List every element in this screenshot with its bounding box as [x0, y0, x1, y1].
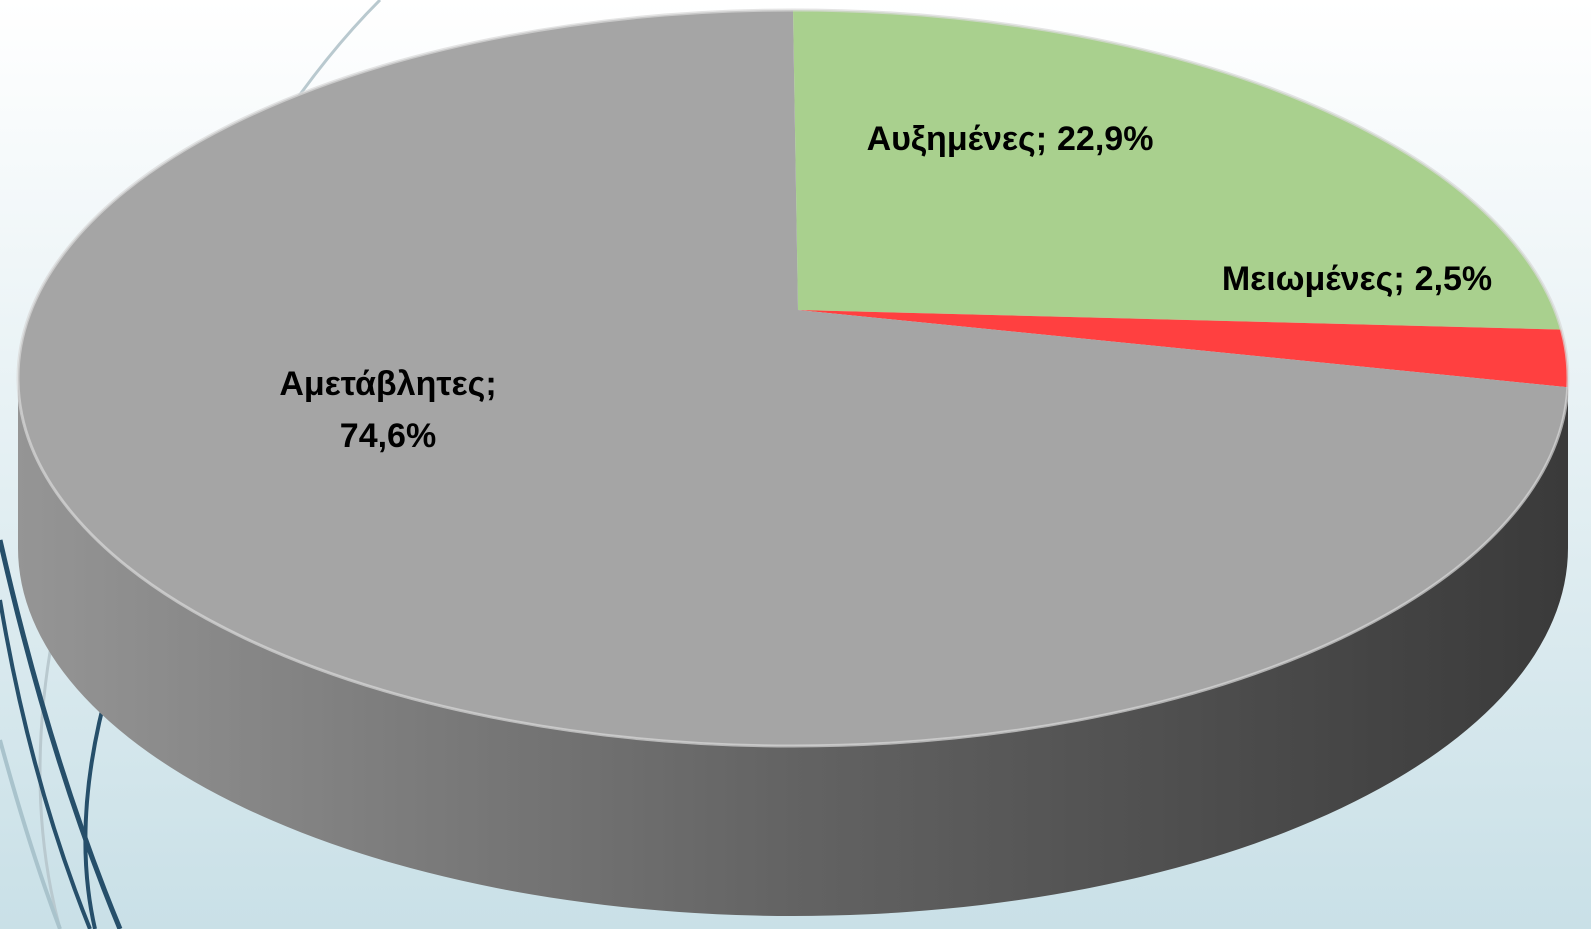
data-label: Μειωμένες; 2,5% — [1222, 260, 1492, 298]
pie-rim — [16, 8, 1570, 748]
labels: Αυξημένες; 22,9% Μειωμένες; 2,5% Αμετάβλητες… — [279, 120, 1492, 455]
value-label: 22,9% — [1057, 120, 1153, 158]
pie-slice — [798, 310, 1568, 388]
data-label: Αμετάβλητες; 74,6% — [279, 365, 496, 455]
data-label: Αυξημένες; 22,9% — [867, 120, 1154, 158]
label-separator: ; — [1393, 260, 1404, 298]
value-label: 74,6% — [340, 417, 436, 455]
value-label: 2,5% — [1415, 260, 1493, 298]
category-name: Μειωμένες — [1222, 260, 1394, 298]
category-name: Αμετάβλητες — [279, 365, 485, 403]
category-name: Αυξημένες — [867, 120, 1036, 158]
pie — [16, 8, 1570, 916]
pie-side — [18, 378, 1568, 916]
label-separator: ; — [1036, 120, 1047, 158]
pie-slice — [18, 10, 1568, 747]
label-separator: ; — [485, 365, 496, 403]
pie-slice — [793, 10, 1562, 330]
